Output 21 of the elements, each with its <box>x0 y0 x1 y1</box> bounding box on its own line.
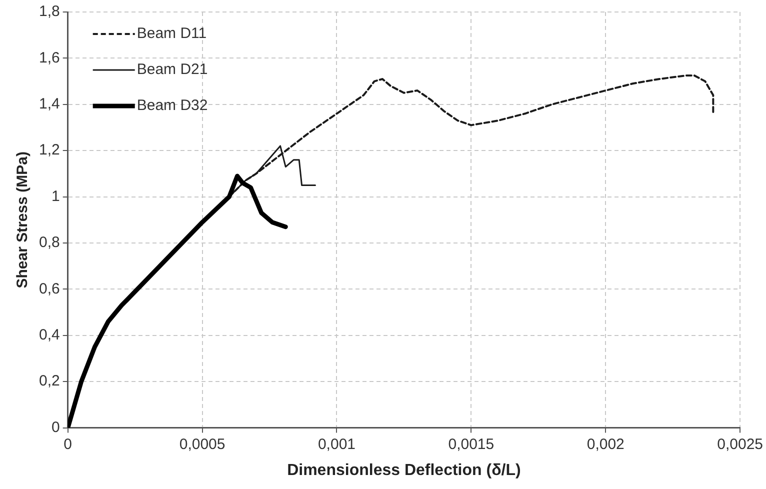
y-tick-label: 0 <box>52 418 60 436</box>
x-tick-label: 0,0015 <box>448 436 494 453</box>
x-tick-label: 0 <box>64 436 72 453</box>
x-tick-label: 0,001 <box>318 436 356 453</box>
y-tick-label: 0,8 <box>38 234 60 252</box>
legend-label: Beam D11 <box>136 25 207 42</box>
y-tick-label: 0,6 <box>38 280 60 298</box>
y-tick-label: 1,6 <box>38 49 60 66</box>
y-tick-label: 0,4 <box>38 326 60 344</box>
y-tick-label: 1,2 <box>38 142 60 159</box>
legend-label: Beam D21 <box>136 61 208 78</box>
x-tick-label: 0,0025 <box>717 436 764 453</box>
x-tick-label: 0,0005 <box>179 436 226 453</box>
x-tick-label: 0,002 <box>586 436 624 453</box>
y-tick-label: 1 <box>52 188 60 205</box>
y-tick-label: 1,4 <box>38 96 60 113</box>
y-axis-title: Shear Stress (MPa) <box>14 152 32 288</box>
y-tick-label: 1,8 <box>38 3 60 20</box>
legend-label: Beam D32 <box>136 97 208 114</box>
y-tick-label: 0,2 <box>38 372 60 390</box>
x-axis-title: Dimensionless Deflection (δ/L) <box>287 462 521 479</box>
